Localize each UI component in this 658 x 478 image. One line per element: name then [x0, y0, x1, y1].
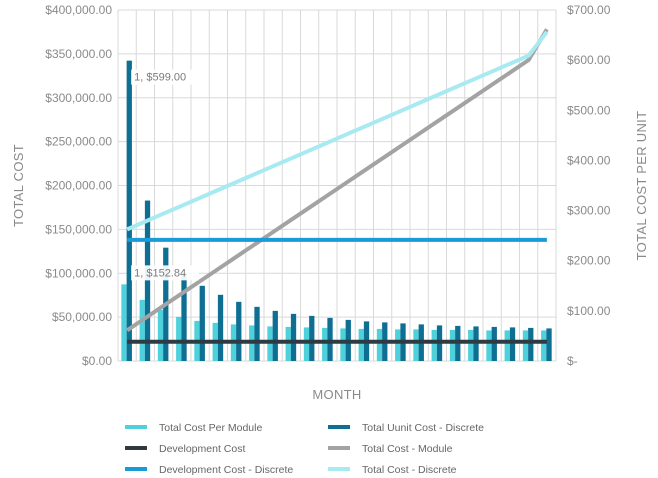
- legend-label: Development Cost - Discrete: [159, 464, 293, 476]
- bar-total-uunit-cost-discrete: [236, 301, 242, 361]
- data-labels: 1, $599.00 1, $152.84: [131, 69, 199, 281]
- bar-total-cost-per-module: [358, 328, 364, 361]
- right-axis-ticks: $- $100.00 $200.00 $300.00 $400.00 $500.00 $60…: [567, 3, 611, 368]
- y-tick-label: $400,000.00: [45, 3, 112, 17]
- bar-total-uunit-cost-discrete: [528, 327, 534, 361]
- y2-tick-label: $100.00: [567, 304, 611, 318]
- y2-tick-label: $400.00: [567, 153, 611, 167]
- bar-total-cost-per-module: [376, 328, 383, 361]
- bar-total-cost-per-module: [322, 327, 328, 361]
- bar-total-uunit-cost-discrete: [199, 285, 205, 361]
- bar-total-cost-per-module: [303, 327, 310, 361]
- bar-total-uunit-cost-discrete: [509, 327, 516, 361]
- bar-total-cost-per-module: [176, 316, 182, 361]
- bar-total-cost-per-module: [468, 329, 474, 361]
- y-axis-title: TOTAL COST: [11, 144, 26, 227]
- bar-total-cost-per-module: [285, 326, 291, 361]
- bar-total-uunit-cost-discrete: [546, 328, 552, 361]
- line-total-cost-discrete: [126, 30, 549, 232]
- bar-total-uunit-cost-discrete: [327, 317, 333, 361]
- bar-total-uunit-cost-discrete: [309, 315, 315, 361]
- data-label: 1, $599.00: [134, 72, 186, 84]
- y-tick-label: $300,000.00: [45, 91, 112, 105]
- data-label-background: [131, 69, 199, 85]
- x-axis-title: MONTH: [312, 387, 361, 402]
- bar-total-cost-per-module: [395, 329, 401, 361]
- y2-axis-title: TOTAL COST PER UNIT: [634, 111, 649, 261]
- chart-legend: Total Cost Per Module Total Uunit Cost - …: [125, 422, 484, 476]
- line-total-cost-module: [126, 28, 549, 332]
- bar-total-uunit-cost-discrete: [144, 200, 151, 361]
- chart-lines: [126, 28, 549, 344]
- y-tick-label: $100,000.00: [45, 266, 112, 280]
- bar-total-cost-per-module: [431, 329, 437, 361]
- y-tick-label: $250,000.00: [45, 135, 112, 149]
- bar-total-cost-per-module: [139, 299, 145, 361]
- y2-tick-label: $700.00: [567, 3, 611, 17]
- left-axis-ticks: $0.00 $50,000.00 $100,000.00 $150,000.00 $20…: [45, 3, 112, 368]
- bar-total-cost-per-module: [449, 329, 456, 361]
- legend-label: Total Cost Per Module: [159, 422, 262, 434]
- bar-total-uunit-cost-discrete: [217, 294, 224, 361]
- bar-total-uunit-cost-discrete: [181, 273, 187, 361]
- legend-label: Total Uunit Cost - Discrete: [362, 422, 484, 434]
- data-label-background: [131, 265, 199, 281]
- bar-total-uunit-cost-discrete: [491, 326, 497, 361]
- bar-total-cost-per-module: [413, 329, 419, 361]
- y2-tick-label: $-: [567, 354, 578, 368]
- y2-tick-label: $200.00: [567, 254, 611, 268]
- data-label: 1, $152.84: [134, 267, 186, 279]
- legend-label: Total Cost - Discrete: [362, 464, 457, 476]
- legend-label: Development Cost: [159, 443, 245, 455]
- y-tick-label: $150,000.00: [45, 222, 112, 236]
- y-tick-label: $350,000.00: [45, 47, 112, 61]
- legend-label: Total Cost - Module: [362, 443, 453, 455]
- y2-tick-label: $600.00: [567, 53, 611, 67]
- bar-total-cost-per-module: [121, 284, 127, 361]
- y2-tick-label: $300.00: [567, 204, 611, 218]
- bar-total-cost-per-module: [504, 330, 510, 361]
- bar-total-cost-per-module: [486, 330, 492, 361]
- y-tick-label: $0.00: [82, 354, 112, 368]
- bar-total-uunit-cost-discrete: [473, 326, 479, 361]
- bar-total-cost-per-module: [340, 328, 346, 361]
- bar-total-uunit-cost-discrete: [254, 306, 260, 361]
- bar-total-cost-per-module: [541, 330, 547, 361]
- bar-total-uunit-cost-discrete: [126, 60, 132, 361]
- bar-total-uunit-cost-discrete: [290, 313, 297, 361]
- bar-total-uunit-cost-discrete: [272, 310, 278, 361]
- bar-total-cost-per-module: [267, 326, 273, 361]
- y-tick-label: $50,000.00: [52, 310, 112, 324]
- y2-tick-label: $500.00: [567, 103, 611, 117]
- chart-grid: [117, 9, 557, 362]
- bar-total-cost-per-module: [522, 330, 529, 361]
- y-tick-label: $200,000.00: [45, 179, 112, 193]
- bar-total-cost-per-module: [157, 309, 164, 361]
